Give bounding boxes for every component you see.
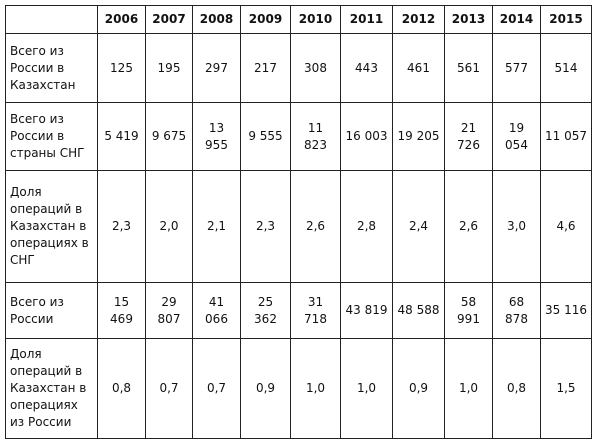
value-cell: 16 003 xyxy=(340,102,393,171)
table-row: Всего из России в страны СНГ 5 419 9 675 13… xyxy=(5,102,592,171)
value-cell: 2,0 xyxy=(145,170,193,283)
value-cell: 31 718 xyxy=(290,282,341,339)
table-row: Доля операций в Казахстан в операциях в … xyxy=(5,170,592,283)
value-cell: 195 xyxy=(145,33,193,103)
value-cell: 41 066 xyxy=(192,282,241,339)
value-cell: 29 807 xyxy=(145,282,193,339)
value-cell: 0,8 xyxy=(97,338,146,439)
year-header: 2012 xyxy=(392,5,445,34)
year-header: 2008 xyxy=(192,5,241,34)
value-cell: 21 726 xyxy=(444,102,493,171)
value-cell: 461 xyxy=(392,33,445,103)
year-header: 2015 xyxy=(540,5,592,34)
value-cell: 2,4 xyxy=(392,170,445,283)
value-cell: 11 823 xyxy=(290,102,341,171)
value-cell: 2,1 xyxy=(192,170,241,283)
corner-cell xyxy=(5,5,98,34)
value-cell: 19 205 xyxy=(392,102,445,171)
value-cell: 2,6 xyxy=(444,170,493,283)
table-row: Доля операций в Казахстан в операциях из… xyxy=(5,338,592,439)
value-cell: 125 xyxy=(97,33,146,103)
value-cell: 1,0 xyxy=(290,338,341,439)
value-cell: 2,3 xyxy=(97,170,146,283)
row-label: Всего из России в Казахстан xyxy=(5,33,98,103)
value-cell: 443 xyxy=(340,33,393,103)
value-cell: 0,7 xyxy=(192,338,241,439)
row-label: Всего из России в страны СНГ xyxy=(5,102,98,171)
value-cell: 2,6 xyxy=(290,170,341,283)
value-cell: 514 xyxy=(540,33,592,103)
value-cell: 13 955 xyxy=(192,102,241,171)
year-header: 2011 xyxy=(340,5,393,34)
value-cell: 0,9 xyxy=(392,338,445,439)
year-header: 2007 xyxy=(145,5,193,34)
value-cell: 19 054 xyxy=(492,102,541,171)
value-cell: 561 xyxy=(444,33,493,103)
value-cell: 5 419 xyxy=(97,102,146,171)
row-label: Доля операций в Казахстан в операциях в … xyxy=(5,170,98,283)
value-cell: 4,6 xyxy=(540,170,592,283)
row-label: Доля операций в Казахстан в операциях из… xyxy=(5,338,98,439)
year-header: 2013 xyxy=(444,5,493,34)
value-cell: 297 xyxy=(192,33,241,103)
value-cell: 217 xyxy=(240,33,291,103)
value-cell: 0,9 xyxy=(240,338,291,439)
value-cell: 11 057 xyxy=(540,102,592,171)
year-header: 2009 xyxy=(240,5,291,34)
value-cell: 1,0 xyxy=(340,338,393,439)
value-cell: 43 819 xyxy=(340,282,393,339)
value-cell: 58 991 xyxy=(444,282,493,339)
value-cell: 1,0 xyxy=(444,338,493,439)
value-cell: 0,7 xyxy=(145,338,193,439)
value-cell: 0,8 xyxy=(492,338,541,439)
table-row: Всего из России 15 469 29 807 41 066 25 362 3… xyxy=(5,282,592,339)
value-cell: 68 878 xyxy=(492,282,541,339)
table-body: Всего из России в Казахстан 125 195 297 217 3… xyxy=(5,33,592,439)
value-cell: 3,0 xyxy=(492,170,541,283)
value-cell: 9 555 xyxy=(240,102,291,171)
value-cell: 25 362 xyxy=(240,282,291,339)
table-row: Всего из России в Казахстан 125 195 297 217 3… xyxy=(5,33,592,103)
value-cell: 308 xyxy=(290,33,341,103)
value-cell: 9 675 xyxy=(145,102,193,171)
header-row: 2006 2007 2008 2009 2010 2011 2012 2013 2014 2015 xyxy=(5,5,592,34)
year-header: 2010 xyxy=(290,5,341,34)
value-cell: 2,3 xyxy=(240,170,291,283)
value-cell: 2,8 xyxy=(340,170,393,283)
value-cell: 1,5 xyxy=(540,338,592,439)
value-cell: 35 116 xyxy=(540,282,592,339)
data-table: 2006 2007 2008 2009 2010 2011 2012 2013 2014 2015… xyxy=(5,5,592,439)
row-label: Всего из России xyxy=(5,282,98,339)
value-cell: 48 588 xyxy=(392,282,445,339)
value-cell: 577 xyxy=(492,33,541,103)
year-header: 2006 xyxy=(97,5,146,34)
year-header: 2014 xyxy=(492,5,541,34)
value-cell: 15 469 xyxy=(97,282,146,339)
